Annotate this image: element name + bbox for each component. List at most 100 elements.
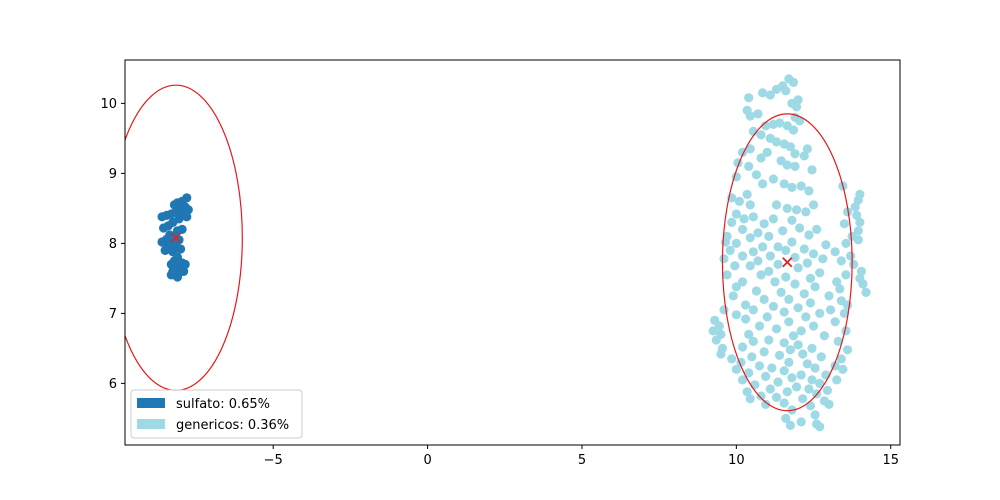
data-point [781, 245, 791, 255]
data-point [773, 377, 783, 387]
plot-frame [124, 59, 901, 446]
data-point [768, 214, 779, 224]
data-point [728, 291, 738, 301]
data-point [791, 382, 802, 392]
data-point [748, 305, 758, 315]
data-point [759, 347, 769, 357]
data-point [802, 258, 812, 268]
data-point [747, 352, 757, 362]
data-point [753, 228, 763, 238]
data-point [835, 284, 845, 294]
data-point [830, 317, 840, 327]
data-point [731, 310, 741, 320]
data-point [771, 392, 782, 402]
data-point [759, 219, 769, 229]
series-1 [708, 74, 871, 432]
data-point [756, 130, 766, 140]
data-point [742, 189, 752, 199]
data-point [771, 324, 782, 334]
data-point [830, 247, 840, 257]
data-point [745, 233, 755, 243]
data-point [776, 287, 786, 297]
data-point [745, 261, 755, 271]
data-point [799, 151, 809, 161]
data-point [771, 137, 782, 147]
data-point [770, 277, 780, 287]
data-point [793, 303, 803, 313]
data-point [850, 202, 860, 212]
data-point [744, 368, 754, 378]
data-point [711, 335, 721, 345]
data-point [744, 93, 754, 103]
data-point [745, 144, 755, 154]
data-point [748, 247, 758, 257]
data-point [785, 142, 795, 152]
data-point [815, 422, 825, 432]
data-point [842, 300, 853, 310]
y-axis: 6 7 8 9 10 [100, 97, 125, 392]
data-point [853, 226, 863, 236]
x-axis: −5 0 5 10 15 [264, 445, 899, 468]
data-point [788, 331, 799, 341]
data-point [782, 203, 792, 213]
data-point [795, 223, 805, 233]
data-point [737, 375, 748, 385]
data-point [731, 364, 741, 374]
data-point [737, 342, 748, 352]
data-point [808, 200, 819, 210]
data-point [808, 321, 819, 331]
data-point [779, 307, 789, 317]
data-point [764, 335, 774, 345]
data-point [157, 237, 167, 247]
data-point [745, 111, 755, 121]
data-point [765, 384, 775, 394]
x-tick-label: 15 [882, 453, 899, 468]
data-point [768, 174, 779, 184]
data-point [773, 259, 783, 269]
data-point [815, 268, 825, 278]
data-point [791, 205, 802, 215]
data-point [784, 317, 794, 327]
data-point [160, 245, 170, 255]
data-point [791, 102, 802, 112]
data-point [727, 217, 737, 227]
data-point [767, 363, 777, 373]
data-point [836, 354, 846, 364]
data-point [788, 77, 799, 87]
data-point [845, 251, 856, 261]
centroid-marker [170, 232, 182, 243]
plot-area [125, 74, 871, 432]
data-point [779, 338, 789, 348]
data-point [790, 149, 800, 159]
data-point [745, 394, 755, 404]
data-point [774, 350, 785, 360]
data-point [768, 119, 779, 129]
data-point [805, 298, 816, 308]
data-point [782, 387, 792, 397]
data-point [742, 387, 752, 397]
data-point [731, 282, 741, 292]
legend-box [130, 389, 303, 439]
y-tick-label: 8 [109, 237, 117, 252]
data-point [807, 343, 817, 353]
data-point [787, 373, 797, 383]
data-point [787, 237, 797, 247]
data-point [725, 245, 735, 255]
data-point [798, 349, 808, 359]
data-point [808, 249, 819, 259]
data-point [810, 282, 820, 292]
data-point [761, 121, 771, 131]
data-point [759, 294, 769, 304]
data-point [779, 366, 789, 376]
data-point [764, 231, 774, 241]
data-point [805, 273, 816, 283]
data-point [849, 259, 859, 269]
y-tick-label: 9 [109, 167, 117, 182]
data-point [737, 251, 748, 261]
data-point [824, 291, 834, 301]
data-point [801, 312, 811, 322]
data-point [833, 336, 843, 346]
data-point [804, 230, 814, 240]
data-point [768, 301, 779, 311]
